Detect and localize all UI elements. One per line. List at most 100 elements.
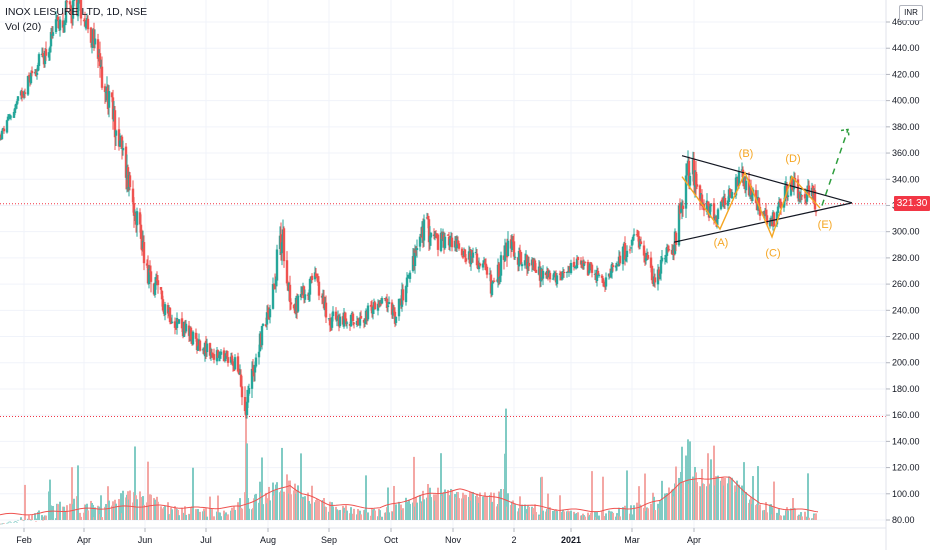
candle-body [306,294,310,296]
volume-bar [794,508,796,520]
volume-bar [73,498,75,520]
candle-body [635,234,639,236]
candle-body [302,286,306,299]
candle-body [155,279,159,282]
candle-body [630,239,634,246]
candle-body [344,318,348,325]
volume-bar [458,498,460,520]
candle-body [681,205,685,210]
volume-bar [598,515,600,520]
price-tick-label: 200.00 [892,358,920,368]
volume-bar [241,508,243,520]
wave-label-a: (A) [714,237,729,249]
candle-body [674,232,678,245]
pattern-drawings[interactable]: (A) (B) (C) (D) (E) [673,128,853,260]
candle-body [308,279,312,295]
candle-body [338,316,342,327]
volume-bar [79,512,81,520]
volume-bar [205,507,207,520]
volume-bar [49,479,51,520]
candle-body [113,110,117,138]
candle-body [288,284,292,303]
candle-body [646,255,650,259]
candle-body [205,343,209,353]
time-tick-label: Sep [321,535,337,545]
candle-body [712,203,716,219]
volume-bar [157,501,159,520]
candle-body [170,321,174,323]
volume-bar [807,473,809,520]
candle-body [245,401,249,415]
volume-bar [552,510,554,520]
volume-bar [640,505,642,520]
chart-legend: INOX LEISURE LTD, 1D, NSE Vol (20) [5,5,147,35]
volume-bar [570,510,572,520]
candle-body [589,262,593,264]
candle-body [163,304,167,316]
volume-bar [3,523,5,524]
candle-body [415,248,419,251]
volume-bar [633,505,635,520]
price-tick-label: 100.00 [892,489,920,499]
volume-bar [559,495,561,520]
volume-bar [605,513,607,520]
candle-body [84,21,88,29]
candle-body [600,275,604,278]
candle-body [250,368,254,389]
candle-body [418,236,422,247]
candle-body [628,249,632,251]
candle-body [335,319,339,321]
candle-body [29,72,33,84]
candle-body [92,29,96,46]
time-tick-label: Feb [16,535,32,545]
horizontal-levels [0,203,886,417]
volume-bar [804,511,806,520]
candle-body [701,203,705,205]
candle-body [230,355,234,360]
candle-body [47,52,51,58]
candle-body [679,209,683,213]
volume-bar [66,505,68,520]
candle-body [275,249,279,281]
candle-body [778,200,782,203]
time-axis[interactable]: Feb Apr Jun Jul Aug Sep Oct Nov 2 2021 Mar Apr [0,527,886,545]
candle-body [749,185,753,196]
candle-body [175,317,179,328]
volume-bar [547,493,549,520]
candle-body [274,279,278,285]
volume-bar [276,482,278,520]
volume-bar [486,496,488,520]
volume-bar [52,505,54,520]
candle-body [517,251,521,267]
volume-bar [34,513,36,520]
candle-body [139,224,143,239]
candle-body [64,0,68,23]
candle-body [387,301,391,304]
volume-bar [556,511,558,520]
volume-bar [211,508,213,520]
candle-body [349,314,353,327]
volume-indicator-label[interactable]: Vol (20) [5,21,42,33]
candle-body [569,263,573,274]
candle-body [649,257,653,268]
symbol-title[interactable]: INOX LEISURE LTD, 1D, NSE [5,6,148,18]
price-tick-label: 260.00 [892,279,920,289]
candle-body [457,243,461,249]
volume-bar [379,510,381,520]
candle-body [246,394,250,403]
volume-bar [234,509,236,520]
price-tick-label: 420.00 [892,69,920,79]
candle-body [14,103,18,108]
candle-body [397,298,401,317]
candle-body [726,200,730,206]
volume-bar [237,502,239,520]
candle-body [131,188,135,203]
candle-body [350,313,354,315]
volume-bar [42,520,44,521]
candle-body [208,343,212,356]
candle-body [303,294,307,300]
volume-bar [416,502,418,520]
price-axis[interactable]: 80.00 100.00 120.00 140.00 160.00 180.00 200.0… [885,0,920,550]
